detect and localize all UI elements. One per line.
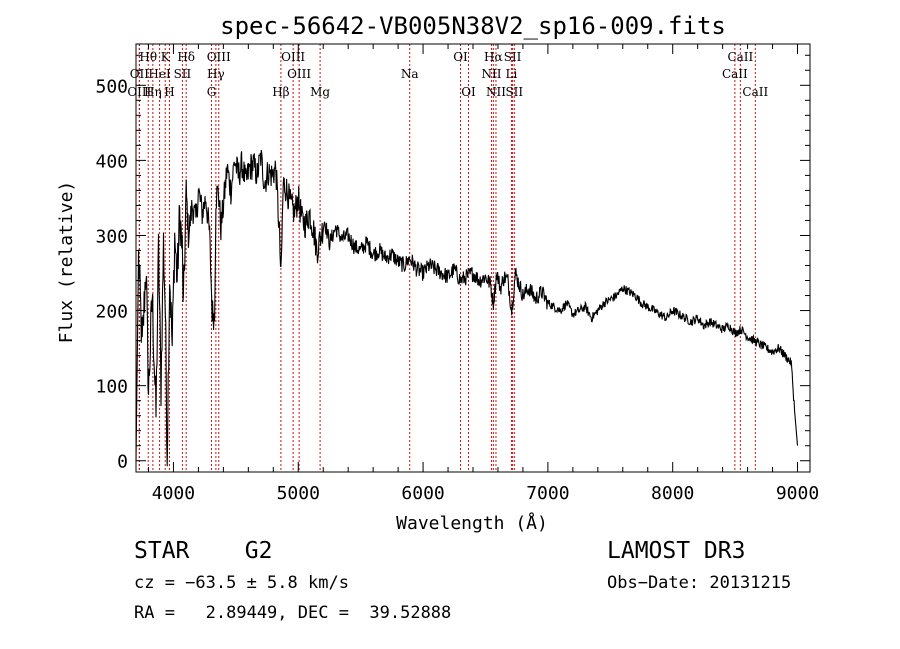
line-label-1: OII [130,67,150,81]
y-axis-label: Flux (relative) [56,181,77,344]
line-label-9: OIII [207,50,231,64]
line-label-25: CaII [727,50,753,64]
survey-name: LAMOST DR3 [607,538,746,564]
line-label-16: Na [401,67,419,81]
line-label-21: NII [486,85,506,99]
flux-series-line [135,149,799,467]
chart-title: spec-56642-VB005N38V2_sp16-009.fits [220,12,726,40]
y-tick-label-500: 500 [95,76,128,97]
line-label-23: Li [506,67,518,81]
line-label-10: Hγ [207,67,225,81]
x-tick-label-8000: 8000 [651,483,694,504]
observation-date: Obs−Date: 20131215 [607,573,792,593]
line-label-3: Hη [144,85,162,99]
x-tick-label-5000: 5000 [277,483,320,504]
line-label-24: SII [505,85,523,99]
line-label-26: CaII [722,67,748,81]
line-label-7: H [164,85,174,99]
line-label-27: CaII [742,85,768,99]
x-tick-label-6000: 6000 [401,483,444,504]
line-label-2: OIII [127,85,151,99]
object-class: STAR [134,538,190,564]
line-label-14: OIII [287,67,311,81]
line-label-18: OI [461,85,476,99]
line-label-20: NII [481,67,501,81]
y-tick-label-0: 0 [117,452,128,473]
line-label-12: Hβ [272,85,289,99]
line-label-6: SII [174,67,192,81]
y-tick-label-200: 200 [95,302,128,323]
object-type: STAR G2 [134,538,272,564]
y-tick-label-400: 400 [95,151,128,172]
x-tick-label-9000: 9000 [776,483,819,504]
redshift-velocity: cz = −63.5 ± 5.8 km/s [134,573,349,593]
x-tick-label-4000: 4000 [152,483,195,504]
line-label-8: Hδ [177,50,195,64]
y-tick-label-300: 300 [95,226,128,247]
line-label-15: Mg [310,85,330,99]
line-label-4: HeI [148,67,171,81]
line-label-17: OI [453,50,468,64]
plot-frame [135,43,811,473]
x-axis-label: Wavelength (Å) [396,512,548,534]
line-label-11: G [207,85,217,99]
axis-ticks [136,44,810,472]
emission-line-markers [138,44,756,472]
x-tick-label-7000: 7000 [526,483,569,504]
line-label-13: OIII [281,50,305,64]
line-label-0: Hθ [139,50,157,64]
line-label-22: SII [504,50,522,64]
line-label-5: K [161,50,171,64]
line-label-19: Hα [484,50,503,64]
sky-coordinates: RA = 2.89449, DEC = 39.52888 [134,603,452,623]
object-subclass: G2 [244,538,273,564]
axis-tick-labels: 4000 5000 6000 7000 8000 9000 0 100 200 300 400 500 [95,76,819,504]
y-tick-label-100: 100 [95,377,128,398]
